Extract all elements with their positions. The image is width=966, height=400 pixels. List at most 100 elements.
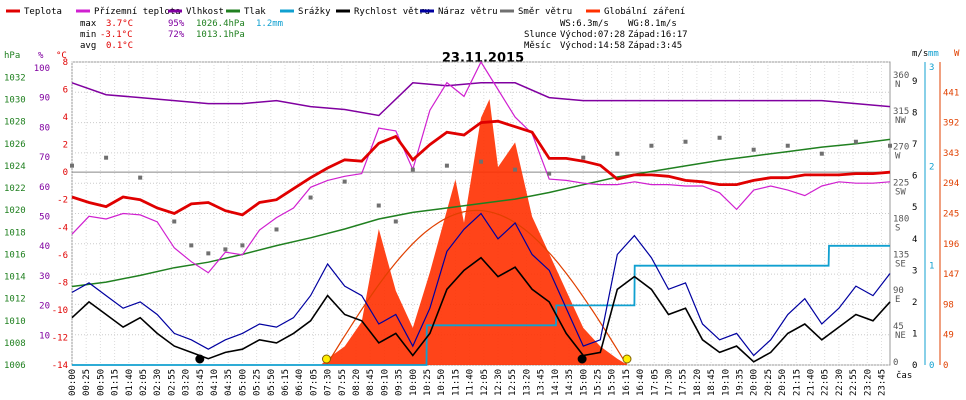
x-tick-label: 22:30	[835, 369, 845, 396]
x-tick-label: 05:00	[238, 369, 248, 396]
wind-direction-point	[138, 175, 143, 180]
x-tick-label: 23:20	[863, 369, 873, 396]
x-tick-label: 12:30	[494, 369, 504, 396]
x-tick-label: 02:05	[139, 369, 149, 396]
x-tick-label: 10:25	[423, 369, 433, 396]
x-tick-label: 17:05	[650, 369, 660, 396]
wind-direction-point	[342, 179, 347, 184]
x-tick-label: 09:35	[395, 369, 405, 396]
wind-direction-point	[393, 219, 398, 224]
x-tick-label: 15:50	[608, 369, 618, 396]
x-tick-label: 01:40	[125, 369, 135, 396]
x-tick-label: 14:10	[551, 369, 561, 396]
wind-direction-point	[70, 163, 74, 168]
stat-min-temp: -3.1°C	[100, 30, 133, 40]
pct-tick-label: 20	[39, 302, 50, 312]
wind-direction-point	[189, 243, 194, 248]
x-tick-label: 03:45	[196, 369, 206, 396]
wind-direction-point	[104, 155, 109, 160]
c-tick-label: -6	[57, 251, 68, 261]
plot-area	[70, 60, 892, 366]
x-tick-label: 01:15	[111, 369, 121, 396]
stat-moon-label: Měsíc	[524, 41, 551, 51]
x-tick-label: 02:30	[153, 369, 163, 396]
stat-min-hum: 72%	[168, 30, 185, 40]
sunset-marker	[622, 354, 632, 364]
x-tick-label: 21:40	[806, 369, 816, 396]
stat-max-temp: 3.7°C	[106, 19, 133, 29]
x-tick-label: 06:15	[281, 369, 291, 396]
x-tick-label: 07:30	[324, 369, 334, 396]
c-tick-label: 8	[63, 58, 68, 68]
ms-tick-label: 7	[912, 140, 917, 150]
ms-tick-label: 6	[912, 172, 917, 182]
x-tick-label: 10:00	[409, 369, 419, 396]
x-tick-label: 15:00	[579, 369, 589, 396]
legend-label-3: Tlak	[244, 7, 266, 17]
hpa-tick-label: 1022	[4, 184, 26, 194]
pct-unit: %	[38, 51, 44, 61]
w-tick-label: 196	[943, 240, 959, 250]
hpa-tick-label: 1032	[4, 73, 26, 83]
w-tick-label: 294	[943, 179, 959, 189]
moonrise-marker	[577, 354, 587, 364]
wind-direction-point	[853, 139, 858, 144]
x-tick-label: 13:20	[522, 369, 532, 396]
legend-label-0: Teplota	[24, 7, 62, 17]
series-wind-gust	[71, 212, 891, 357]
stats-panel: max 3.7°C 95% 1026.4hPa 1.2mm min -3.1°C…	[80, 19, 688, 51]
wind-direction-point	[819, 151, 824, 156]
stat-min-press: 1013.1hPa	[196, 30, 245, 40]
stat-max-label: max	[80, 19, 97, 29]
wind-direction-point	[683, 139, 688, 144]
ms-tick-label: 1	[912, 329, 917, 339]
x-tick-label: 07:05	[309, 369, 319, 396]
x-tick-label: 11:15	[451, 369, 461, 396]
wind-direction-point	[513, 167, 518, 172]
x-tick-label: 05:50	[267, 369, 277, 396]
series-pressure	[71, 138, 891, 288]
x-tick-label: 15:25	[593, 369, 603, 396]
ms-tick-label: 8	[912, 109, 917, 119]
dir-tick-name: E	[895, 295, 900, 305]
x-tick-label: 03:20	[182, 369, 192, 396]
stat-max-hum: 95%	[168, 19, 185, 29]
ms-tick-label: 2	[912, 298, 917, 308]
hpa-unit: hPa	[4, 51, 20, 61]
x-tick-label: 19:10	[721, 369, 731, 396]
hpa-tick-label: 1020	[4, 206, 26, 216]
x-tick-label: 13:45	[537, 369, 547, 396]
wind-direction-point	[444, 163, 449, 168]
x-tick-label: 10:50	[437, 369, 447, 396]
c-tick-label: -8	[57, 278, 68, 288]
dir-tick-name: S	[895, 223, 900, 233]
mm-tick-label: 2	[929, 162, 934, 172]
ms-tick-label: 9	[912, 77, 917, 87]
series-ground-temperature	[71, 60, 891, 274]
hpa-tick-label: 1018	[4, 228, 26, 238]
dir-tick-label: 45	[893, 322, 904, 332]
pct-tick-label: 60	[39, 183, 50, 193]
stat-wg: WG:8.1m/s	[628, 19, 677, 29]
w-tick-label: 245	[943, 210, 959, 220]
wind-direction-point	[172, 219, 177, 224]
x-tick-label: 18:20	[693, 369, 703, 396]
pct-tick-label: 30	[39, 272, 50, 282]
wind-direction-point	[308, 195, 313, 200]
wind-direction-point	[240, 243, 245, 248]
series-humidity	[71, 82, 891, 117]
x-tick-label: 08:45	[366, 369, 376, 396]
stat-avg-label: avg	[80, 41, 96, 51]
c-tick-label: -4	[57, 223, 68, 233]
dir-tick-name: N	[895, 80, 900, 90]
wind-direction-point	[751, 147, 756, 152]
ms-tick-label: 4	[912, 235, 917, 245]
dir-tick-label: 315	[893, 107, 909, 117]
x-tick-label: 18:45	[707, 369, 717, 396]
c-tick-label: -10	[52, 306, 68, 316]
stat-moonset: Západ:3:45	[628, 41, 682, 51]
wind-direction-point	[206, 251, 211, 256]
dir-tick-name: SW	[895, 188, 906, 198]
dir-tick-label: 225	[893, 179, 909, 189]
